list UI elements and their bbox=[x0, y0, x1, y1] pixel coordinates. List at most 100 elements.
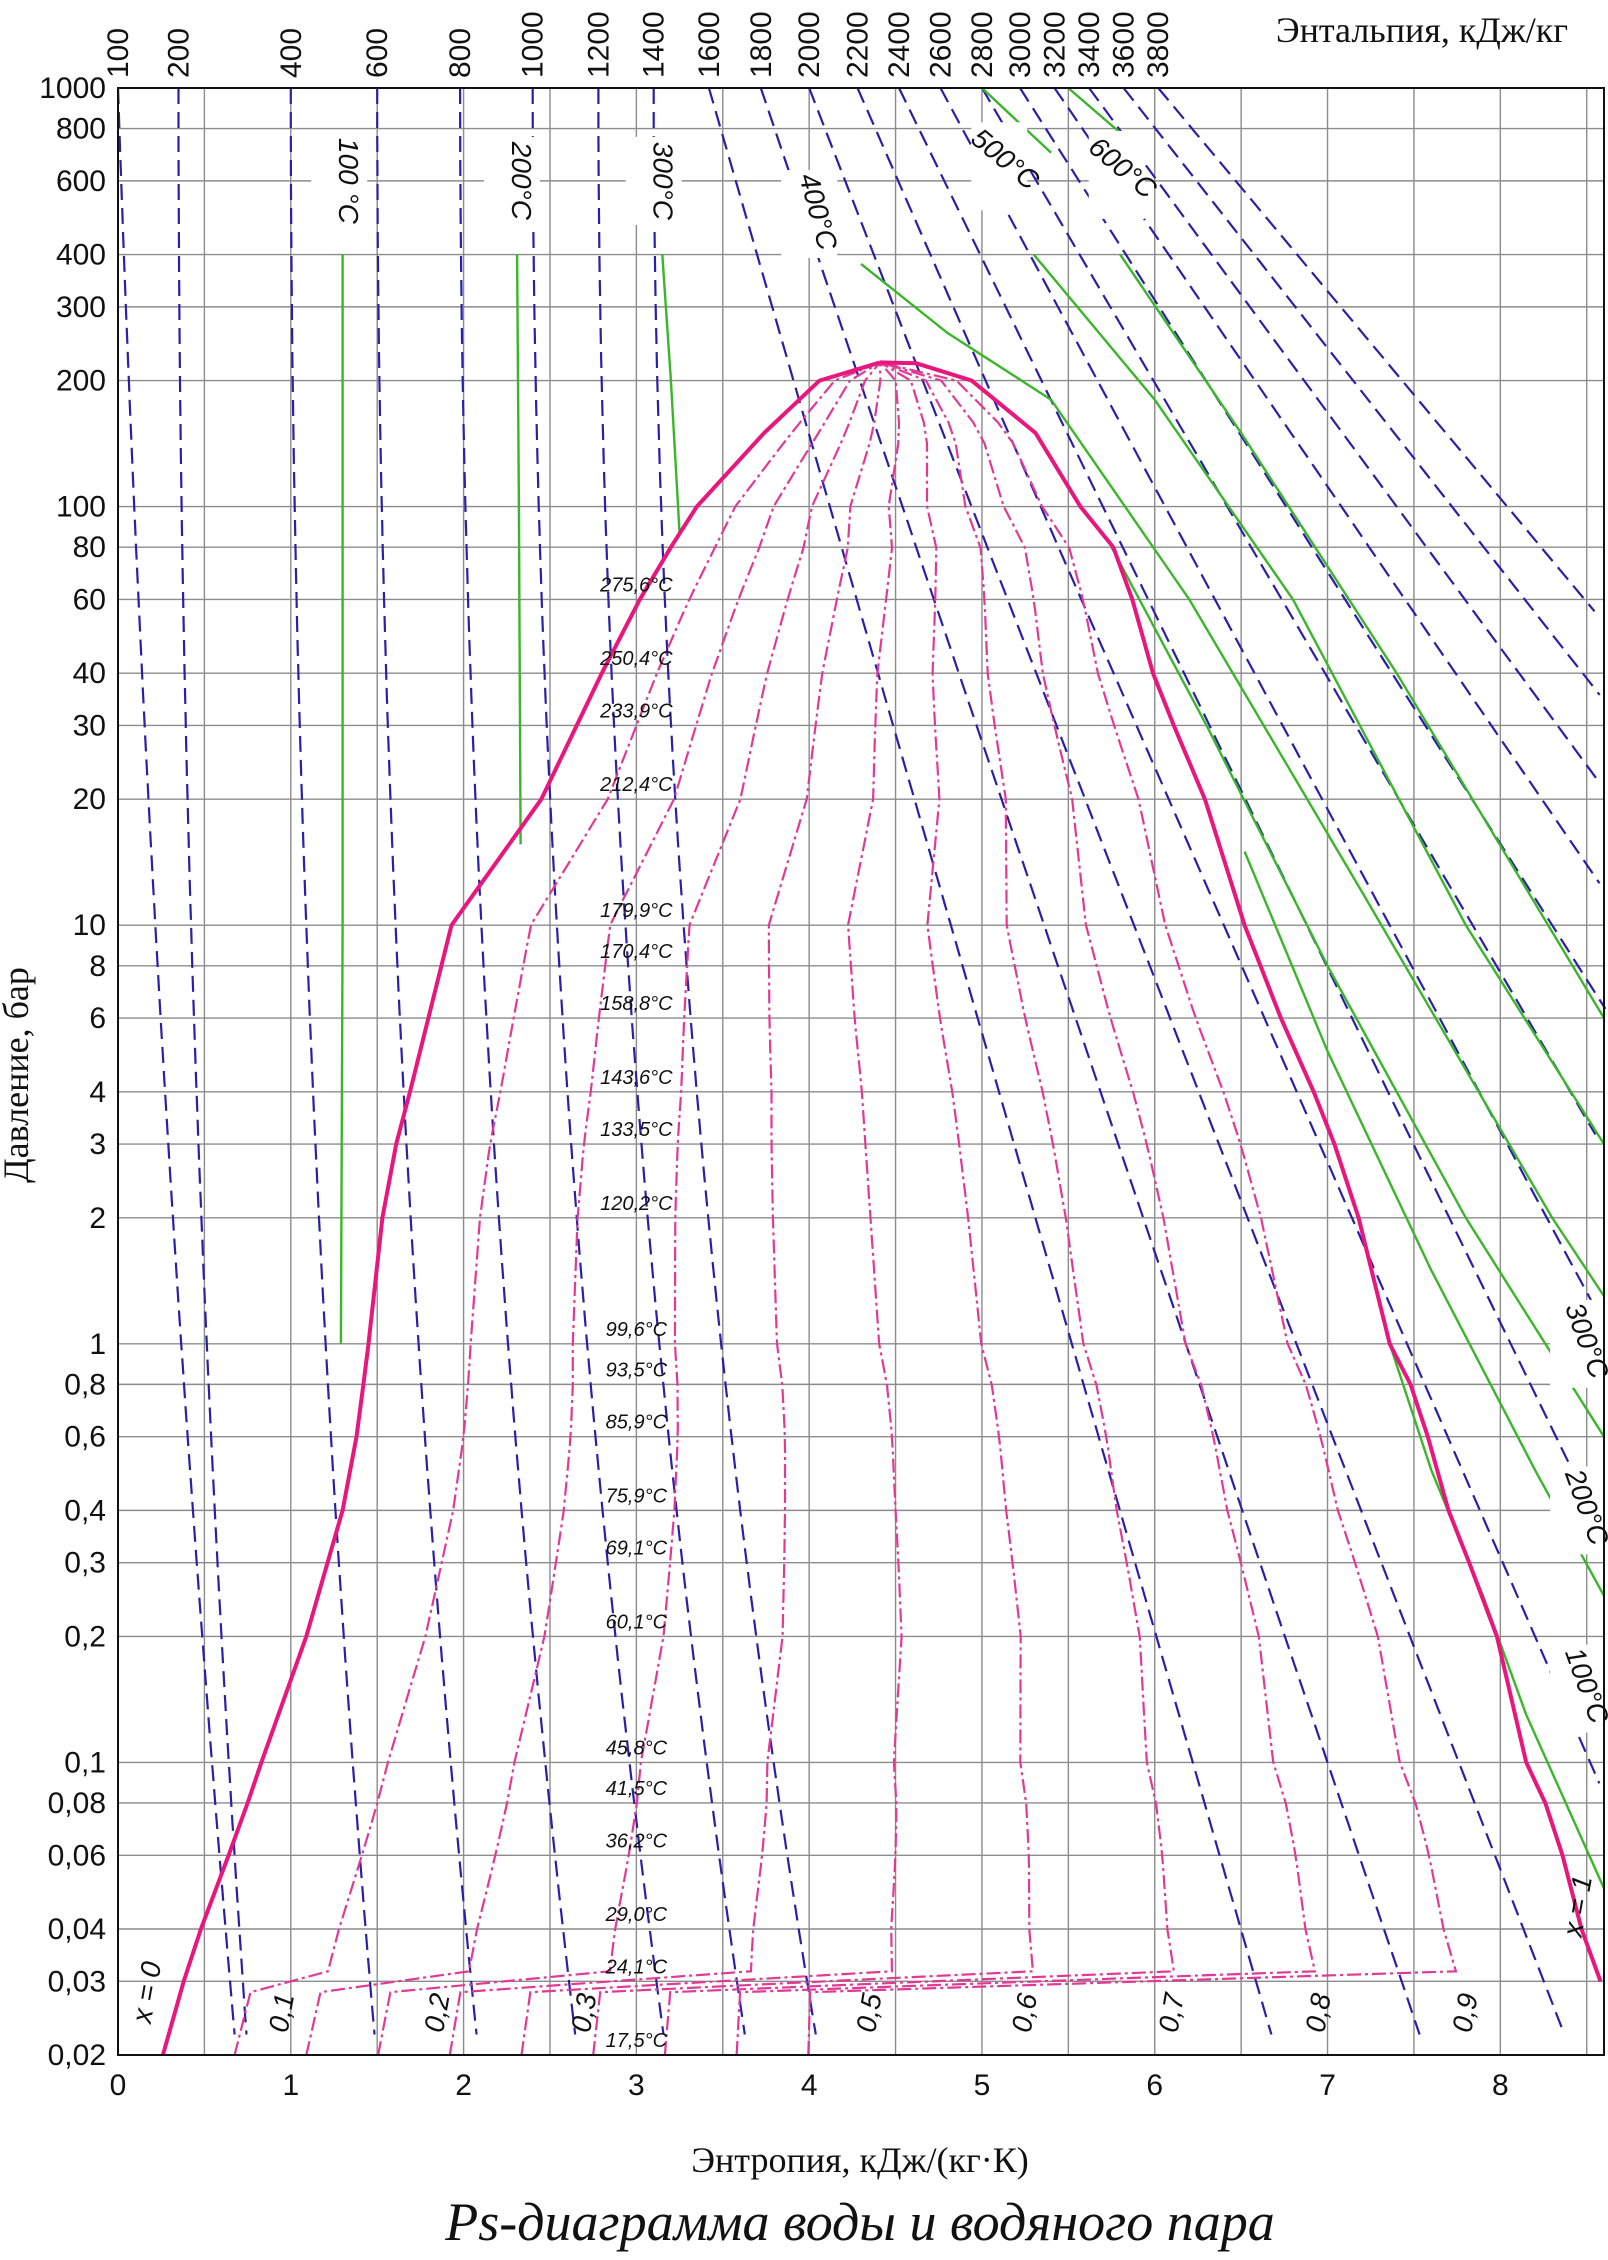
enthalpy-tick-label: 3600 bbox=[1108, 11, 1141, 78]
enthalpy-tick-label: 2600 bbox=[924, 11, 957, 78]
isotherm-top-1 bbox=[981, 87, 1052, 154]
quality-line bbox=[592, 361, 1035, 2056]
y-tick-label: 60 bbox=[73, 583, 106, 616]
isotherm-label: 200°C bbox=[506, 141, 537, 221]
saturation-temperature-label: 233,9°C bbox=[599, 700, 673, 722]
quality-label: 0,5 bbox=[850, 1991, 887, 2035]
x-tick-label: 3 bbox=[628, 2069, 645, 2102]
y-tick-label: 100 bbox=[56, 491, 106, 524]
x-axis-title: Энтропия, кДж/(кг·К) bbox=[691, 2140, 1028, 2180]
saturation-temperature-label: 120,2°C bbox=[600, 1193, 673, 1215]
enthalpy-line bbox=[856, 87, 1601, 1784]
enthalpy-line bbox=[707, 87, 1273, 2035]
saturation-curve bbox=[160, 360, 1603, 2056]
quality-line bbox=[448, 362, 882, 2056]
saturation-temperature-label: 99,6°C bbox=[606, 1319, 668, 1341]
quality-label: 0,2 bbox=[418, 1991, 455, 2035]
quality-line bbox=[520, 361, 903, 2056]
saturation-temperature-label: 93,5°C bbox=[606, 1359, 668, 1381]
y-tick-label: 0,3 bbox=[64, 1547, 106, 1580]
saturation-temperature-label: 24,1°C bbox=[605, 1956, 668, 1978]
quality-label: 0,9 bbox=[1446, 1991, 1483, 2035]
enthalpy-line bbox=[981, 87, 1597, 1136]
plot-frame bbox=[117, 87, 1605, 2056]
isotherm-lines bbox=[339, 87, 1606, 1889]
y-tick-label: 300 bbox=[56, 291, 106, 324]
quality-label: x = 0 bbox=[126, 1959, 168, 2027]
y-tick-label: 4 bbox=[89, 1076, 106, 1109]
saturation-temperature-label: 170,4°C bbox=[600, 941, 673, 963]
saturation-temperature-label: 17,5°C bbox=[606, 2030, 668, 2052]
enthalpy-tick-label: 2000 bbox=[793, 11, 826, 78]
saturation-temperature-label: 179,9°C bbox=[600, 900, 673, 922]
saturation-temperature-label: 133,5°C bbox=[600, 1119, 673, 1141]
isotherm-label-bg bbox=[1550, 1299, 1607, 1388]
isotherm-label-bg bbox=[483, 136, 540, 225]
enthalpy-tick-label: 1400 bbox=[638, 11, 671, 78]
y-tick-label: 0,06 bbox=[48, 1839, 106, 1872]
quality-label: 0,6 bbox=[1006, 1991, 1043, 2035]
saturation-temperature-label: 85,9°C bbox=[606, 1412, 668, 1434]
enthalpy-tick-label: 400 bbox=[275, 28, 308, 78]
enthalpy-line bbox=[376, 88, 478, 2035]
enthalpy-tick-label: 2400 bbox=[883, 11, 916, 78]
y-tick-label: 20 bbox=[73, 783, 106, 816]
enthalpy-line bbox=[1157, 87, 1596, 613]
enthalpy-lines bbox=[116, 87, 1607, 2035]
saturation-temperature-label: 29,0°C bbox=[605, 1904, 668, 1926]
x-tick-label: 0 bbox=[110, 2069, 127, 2102]
quality-label: 0,7 bbox=[1153, 1990, 1191, 2035]
quality-line bbox=[305, 361, 881, 2056]
enthalpy-line bbox=[808, 87, 1566, 2035]
saturation-temperature-label: 60,1°C bbox=[606, 1611, 668, 1633]
y-tick-label: 2 bbox=[89, 1202, 106, 1235]
quality-line bbox=[735, 361, 1317, 2056]
quality-line bbox=[233, 361, 881, 2056]
y-tick-label: 3 bbox=[89, 1128, 106, 1161]
quality-line bbox=[377, 361, 881, 2056]
y-tick-label: 200 bbox=[56, 365, 106, 398]
y-tick-label: 80 bbox=[73, 531, 106, 564]
enthalpy-line bbox=[1088, 87, 1598, 780]
y-tick-label: 40 bbox=[73, 657, 106, 690]
isotherm-300c-vapor bbox=[1110, 546, 1606, 1438]
isotherm-label-bg bbox=[625, 136, 682, 225]
chart-labels: 0 1 2 3 4 5 6 7 8 1000 800 600 400 300 200 100 80 60 40 30 2… bbox=[39, 11, 1608, 2102]
quality-label: 0,1 bbox=[263, 1991, 300, 2035]
enthalpy-line bbox=[597, 88, 746, 2035]
saturation-liquid-line bbox=[160, 360, 881, 2056]
saturation-temperature-label: 250,4°C bbox=[599, 648, 673, 670]
enthalpy-tick-label: 1200 bbox=[582, 11, 615, 78]
y-tick-label: 1000 bbox=[39, 72, 106, 105]
y-tick-label: 8 bbox=[89, 950, 106, 983]
saturation-vapor-line bbox=[879, 360, 1603, 1982]
y-tick-label: 0,04 bbox=[48, 1913, 106, 1946]
enthalpy-tick-label: 1800 bbox=[745, 11, 778, 78]
isotherm-label: 300°C bbox=[648, 142, 679, 221]
x-tick-label: 4 bbox=[801, 2069, 818, 2102]
quality-line bbox=[663, 361, 1176, 2056]
saturation-temperature-label: 158,8°C bbox=[600, 993, 673, 1015]
y-axis-title: Давление, бар bbox=[0, 967, 36, 1183]
isotherm-label-bg bbox=[1088, 130, 1145, 219]
isotherm-label-bg bbox=[971, 122, 1028, 211]
chart-caption: Ps-диаграмма воды и водяного пара bbox=[444, 2192, 1275, 2252]
y-tick-label: 0,2 bbox=[64, 1620, 106, 1653]
enthalpy-line bbox=[939, 87, 1605, 1324]
isotherm-label-bg bbox=[781, 170, 838, 259]
y-tick-label: 10 bbox=[73, 909, 106, 942]
enthalpy-tick-label: 600 bbox=[361, 28, 394, 78]
enthalpy-line bbox=[1053, 87, 1601, 884]
enthalpy-line bbox=[459, 88, 577, 2035]
enthalpy-line bbox=[1019, 87, 1607, 1010]
isotherm-500c-vapor bbox=[1032, 253, 1606, 1145]
quality-label: 0,3 bbox=[565, 1991, 602, 2035]
y-tick-label: 0,1 bbox=[64, 1746, 106, 1779]
saturation-temperature-label: 75,9°C bbox=[606, 1485, 668, 1507]
saturation-temperature-label: 36,2°C bbox=[606, 1830, 668, 1852]
enthalpy-tick-label: 3400 bbox=[1073, 11, 1106, 78]
x-tick-label: 5 bbox=[974, 2069, 991, 2102]
enthalpy-line bbox=[531, 88, 665, 2035]
quality-lines bbox=[233, 361, 1458, 2056]
enthalpy-line bbox=[116, 87, 236, 2035]
